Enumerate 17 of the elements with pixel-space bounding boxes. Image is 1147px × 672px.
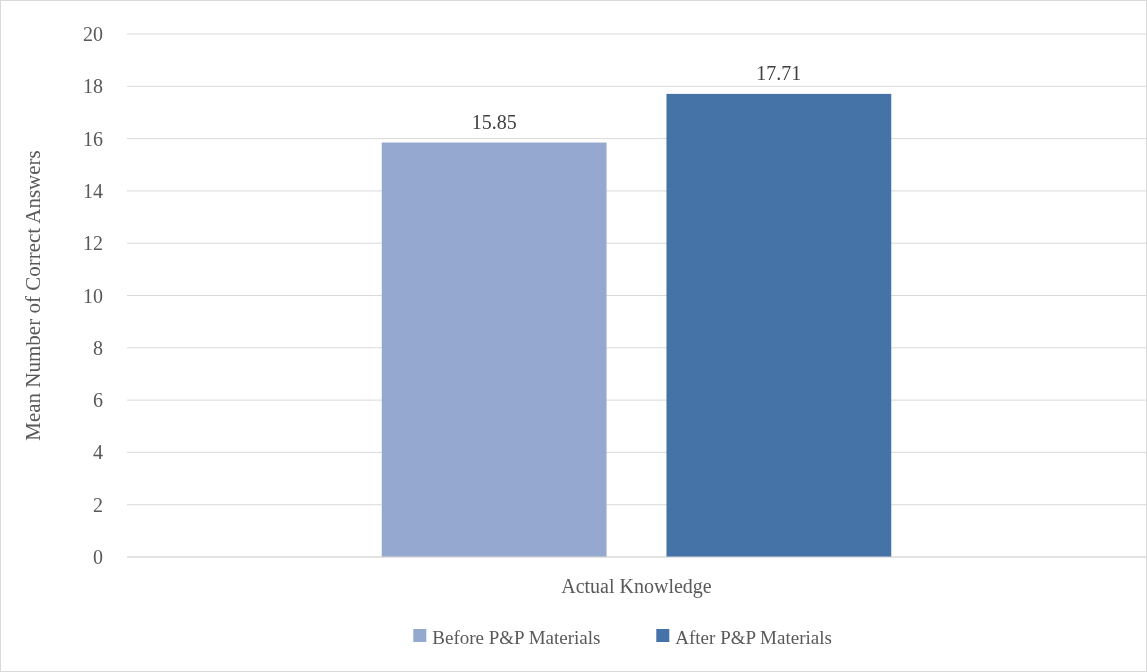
legend-label: Before P&P Materials — [432, 626, 601, 648]
x-tick-label: Actual Knowledge — [561, 575, 712, 598]
y-tick-label: 2 — [93, 493, 103, 516]
y-tick-label: 20 — [83, 23, 103, 45]
y-tick-label: 0 — [93, 546, 103, 568]
y-tick-label: 16 — [83, 127, 103, 150]
y-tick-label: 8 — [93, 336, 103, 359]
y-tick-label: 12 — [83, 232, 103, 255]
y-tick-label: 10 — [83, 284, 103, 307]
data-label: 15.85 — [471, 110, 517, 133]
y-tick-label: 18 — [83, 75, 103, 98]
y-tick-label: 14 — [83, 179, 103, 202]
data-label: 17.71 — [756, 61, 802, 84]
legend-label: After P&P Materials — [675, 626, 832, 648]
y-tick-label: 6 — [93, 389, 103, 412]
y-axis-title: Mean Number of Correct Answers — [21, 150, 45, 441]
y-tick-label: 4 — [93, 441, 103, 464]
